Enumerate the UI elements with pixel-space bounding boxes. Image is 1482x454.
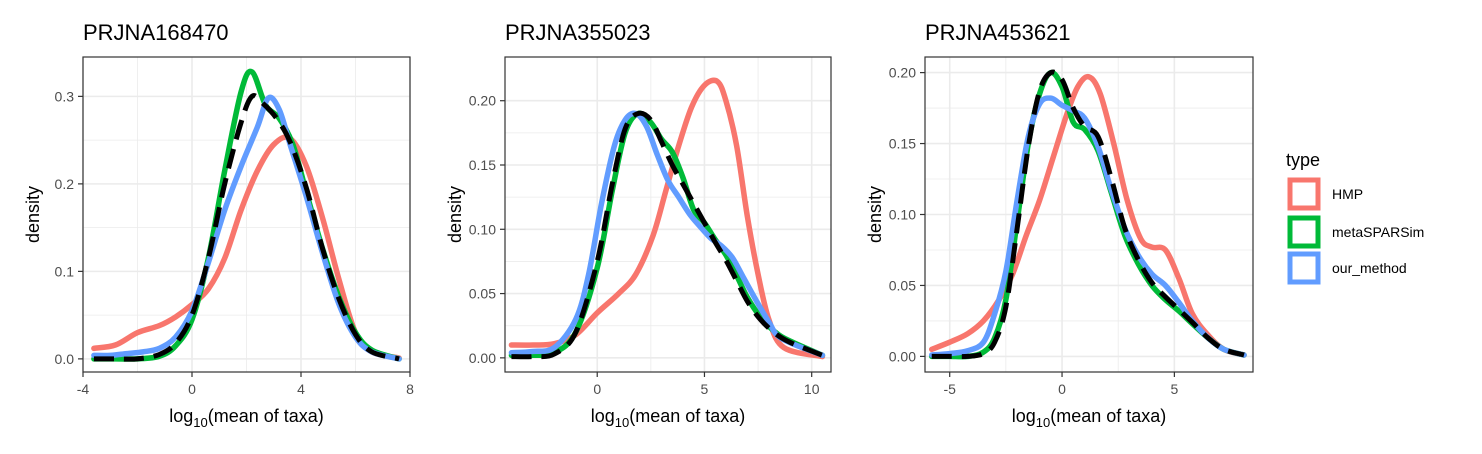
y-tick-label: 0.05 <box>469 286 496 302</box>
y-tick-label: 0.20 <box>889 65 916 81</box>
y-tick-label: 0.15 <box>469 157 496 173</box>
y-axis-label: density <box>445 186 465 243</box>
series-line-dashed <box>511 110 824 360</box>
x-tick-label: 0 <box>188 381 196 397</box>
series-line-hmp <box>91 134 402 361</box>
y-tick-label: 0.0 <box>55 351 75 367</box>
x-axis-label: log10(mean of taxa) <box>591 406 746 430</box>
legend-key-our-method <box>1287 251 1321 285</box>
panel-border <box>504 56 832 373</box>
x-tick-label: 0 <box>1058 381 1066 397</box>
panel-title: PRJNA355023 <box>505 20 651 45</box>
y-tick-label: 0.10 <box>469 221 496 237</box>
series-line-dashed <box>93 93 400 362</box>
series-line-our-method <box>508 110 826 359</box>
y-tick-label: 0.00 <box>889 348 916 364</box>
legend-key-metasparsim <box>1287 215 1321 249</box>
y-tick-label: 0.1 <box>55 263 75 279</box>
panel-title: PRJNA453621 <box>925 20 1071 45</box>
legend: type HMP metaSPARSim our_method <box>1286 150 1424 285</box>
panels: -4 0 4 8 0.0 0.1 0.2 0.3 PRJNA168470 log10(mean o… <box>23 20 1254 430</box>
density-panel-2: 0 5 10 0.00 0.05 0.10 0.15 0.20 PRJNA355023 log10… <box>445 20 832 430</box>
x-tick-label: 10 <box>804 381 820 397</box>
legend-title: type <box>1286 150 1320 170</box>
y-axis-label: density <box>23 186 43 243</box>
legend-entry-hmp: HMP <box>1287 177 1363 211</box>
legend-label-metasparsim: metaSPARSim <box>1332 224 1424 240</box>
legend-entry-our-method: our_method <box>1287 251 1407 285</box>
y-tick-label: 0.05 <box>889 277 916 293</box>
y-axis-label: density <box>865 186 885 243</box>
legend-entry-metasparsim: metaSPARSim <box>1287 215 1424 249</box>
y-tick-label: 0.00 <box>469 350 496 366</box>
series-line-dashed <box>931 69 1245 360</box>
density-panel-3: -5 0 5 0.00 0.05 0.10 0.15 0.20 PRJNA453621 log10… <box>865 20 1254 430</box>
y-tick-label: 0.2 <box>55 176 75 192</box>
y-tick-label: 0.10 <box>889 207 916 223</box>
x-tick-label: -4 <box>77 381 90 397</box>
panel-border <box>82 56 411 373</box>
series-lines <box>928 69 1247 360</box>
x-tick-label: 4 <box>297 381 305 397</box>
panel-title: PRJNA168470 <box>83 20 229 45</box>
y-tick-label: 0.20 <box>469 93 496 109</box>
x-tick-label: -5 <box>943 381 956 397</box>
x-axis-label: log10(mean of taxa) <box>1012 406 1167 430</box>
density-panel-1: -4 0 4 8 0.0 0.1 0.2 0.3 PRJNA168470 log10(mean o… <box>23 20 414 430</box>
x-tick-label: 5 <box>1170 381 1178 397</box>
series-lines <box>508 77 826 360</box>
y-tick-label: 0.15 <box>889 136 916 152</box>
x-axis-label: log10(mean of taxa) <box>169 406 324 430</box>
legend-label-our-method: our_method <box>1332 260 1407 276</box>
x-tick-label: 0 <box>593 381 601 397</box>
series-lines <box>91 68 402 362</box>
panel-background <box>505 57 831 372</box>
x-tick-label: 5 <box>701 381 709 397</box>
x-tick-label: 8 <box>406 381 414 397</box>
y-tick-label: 0.3 <box>55 88 75 104</box>
legend-key-hmp <box>1287 177 1321 211</box>
legend-label-hmp: HMP <box>1332 186 1363 202</box>
